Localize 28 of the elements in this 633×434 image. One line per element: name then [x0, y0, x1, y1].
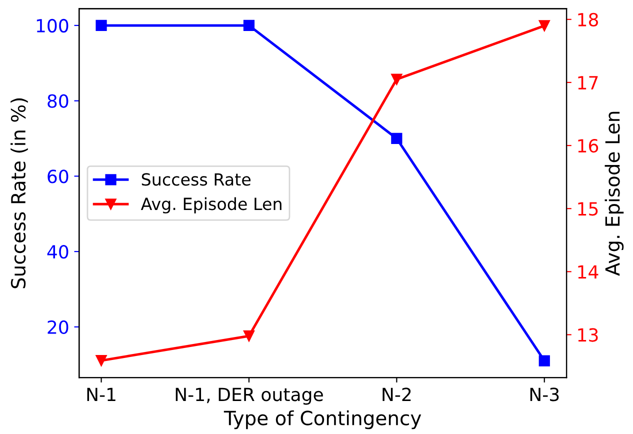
point: [96, 20, 107, 32]
x-tick-label: N-2: [382, 388, 411, 402]
y-tick-label: 40: [47, 244, 68, 259]
y-tick-label: 20: [48, 320, 68, 334]
point: [391, 132, 402, 144]
x-tick-label: N-3: [530, 388, 559, 402]
y-tick-label: 80: [48, 94, 68, 108]
legend-label: Success Rate: [142, 173, 250, 186]
point: [391, 74, 402, 85]
y2-tick-label: 16: [578, 138, 598, 153]
point: [538, 20, 550, 32]
point: [96, 355, 107, 366]
y2-tick-label: 15: [578, 202, 598, 216]
y2-tick-label: 18: [578, 12, 598, 27]
x-axis-title: Type of Contingency: [224, 410, 422, 430]
y2-tick-label: 13: [578, 328, 598, 342]
point: [243, 20, 255, 32]
point: [243, 330, 255, 342]
y-tick-label: 100: [36, 18, 68, 33]
legend-label: Avg. Episode Len: [140, 197, 282, 214]
x-tick-label: N-1, DER outage: [176, 388, 323, 405]
y2-axis-title: Avg. Episode Len: [604, 112, 624, 276]
y2-tick-label: 17: [578, 76, 598, 90]
y2-tick-label: 14: [578, 265, 598, 278]
point: [538, 355, 550, 366]
y-tick-label: 60: [48, 170, 68, 184]
y-axis-title: Success Rate (in %): [10, 98, 28, 288]
x-tick-label: N-1: [87, 388, 116, 402]
